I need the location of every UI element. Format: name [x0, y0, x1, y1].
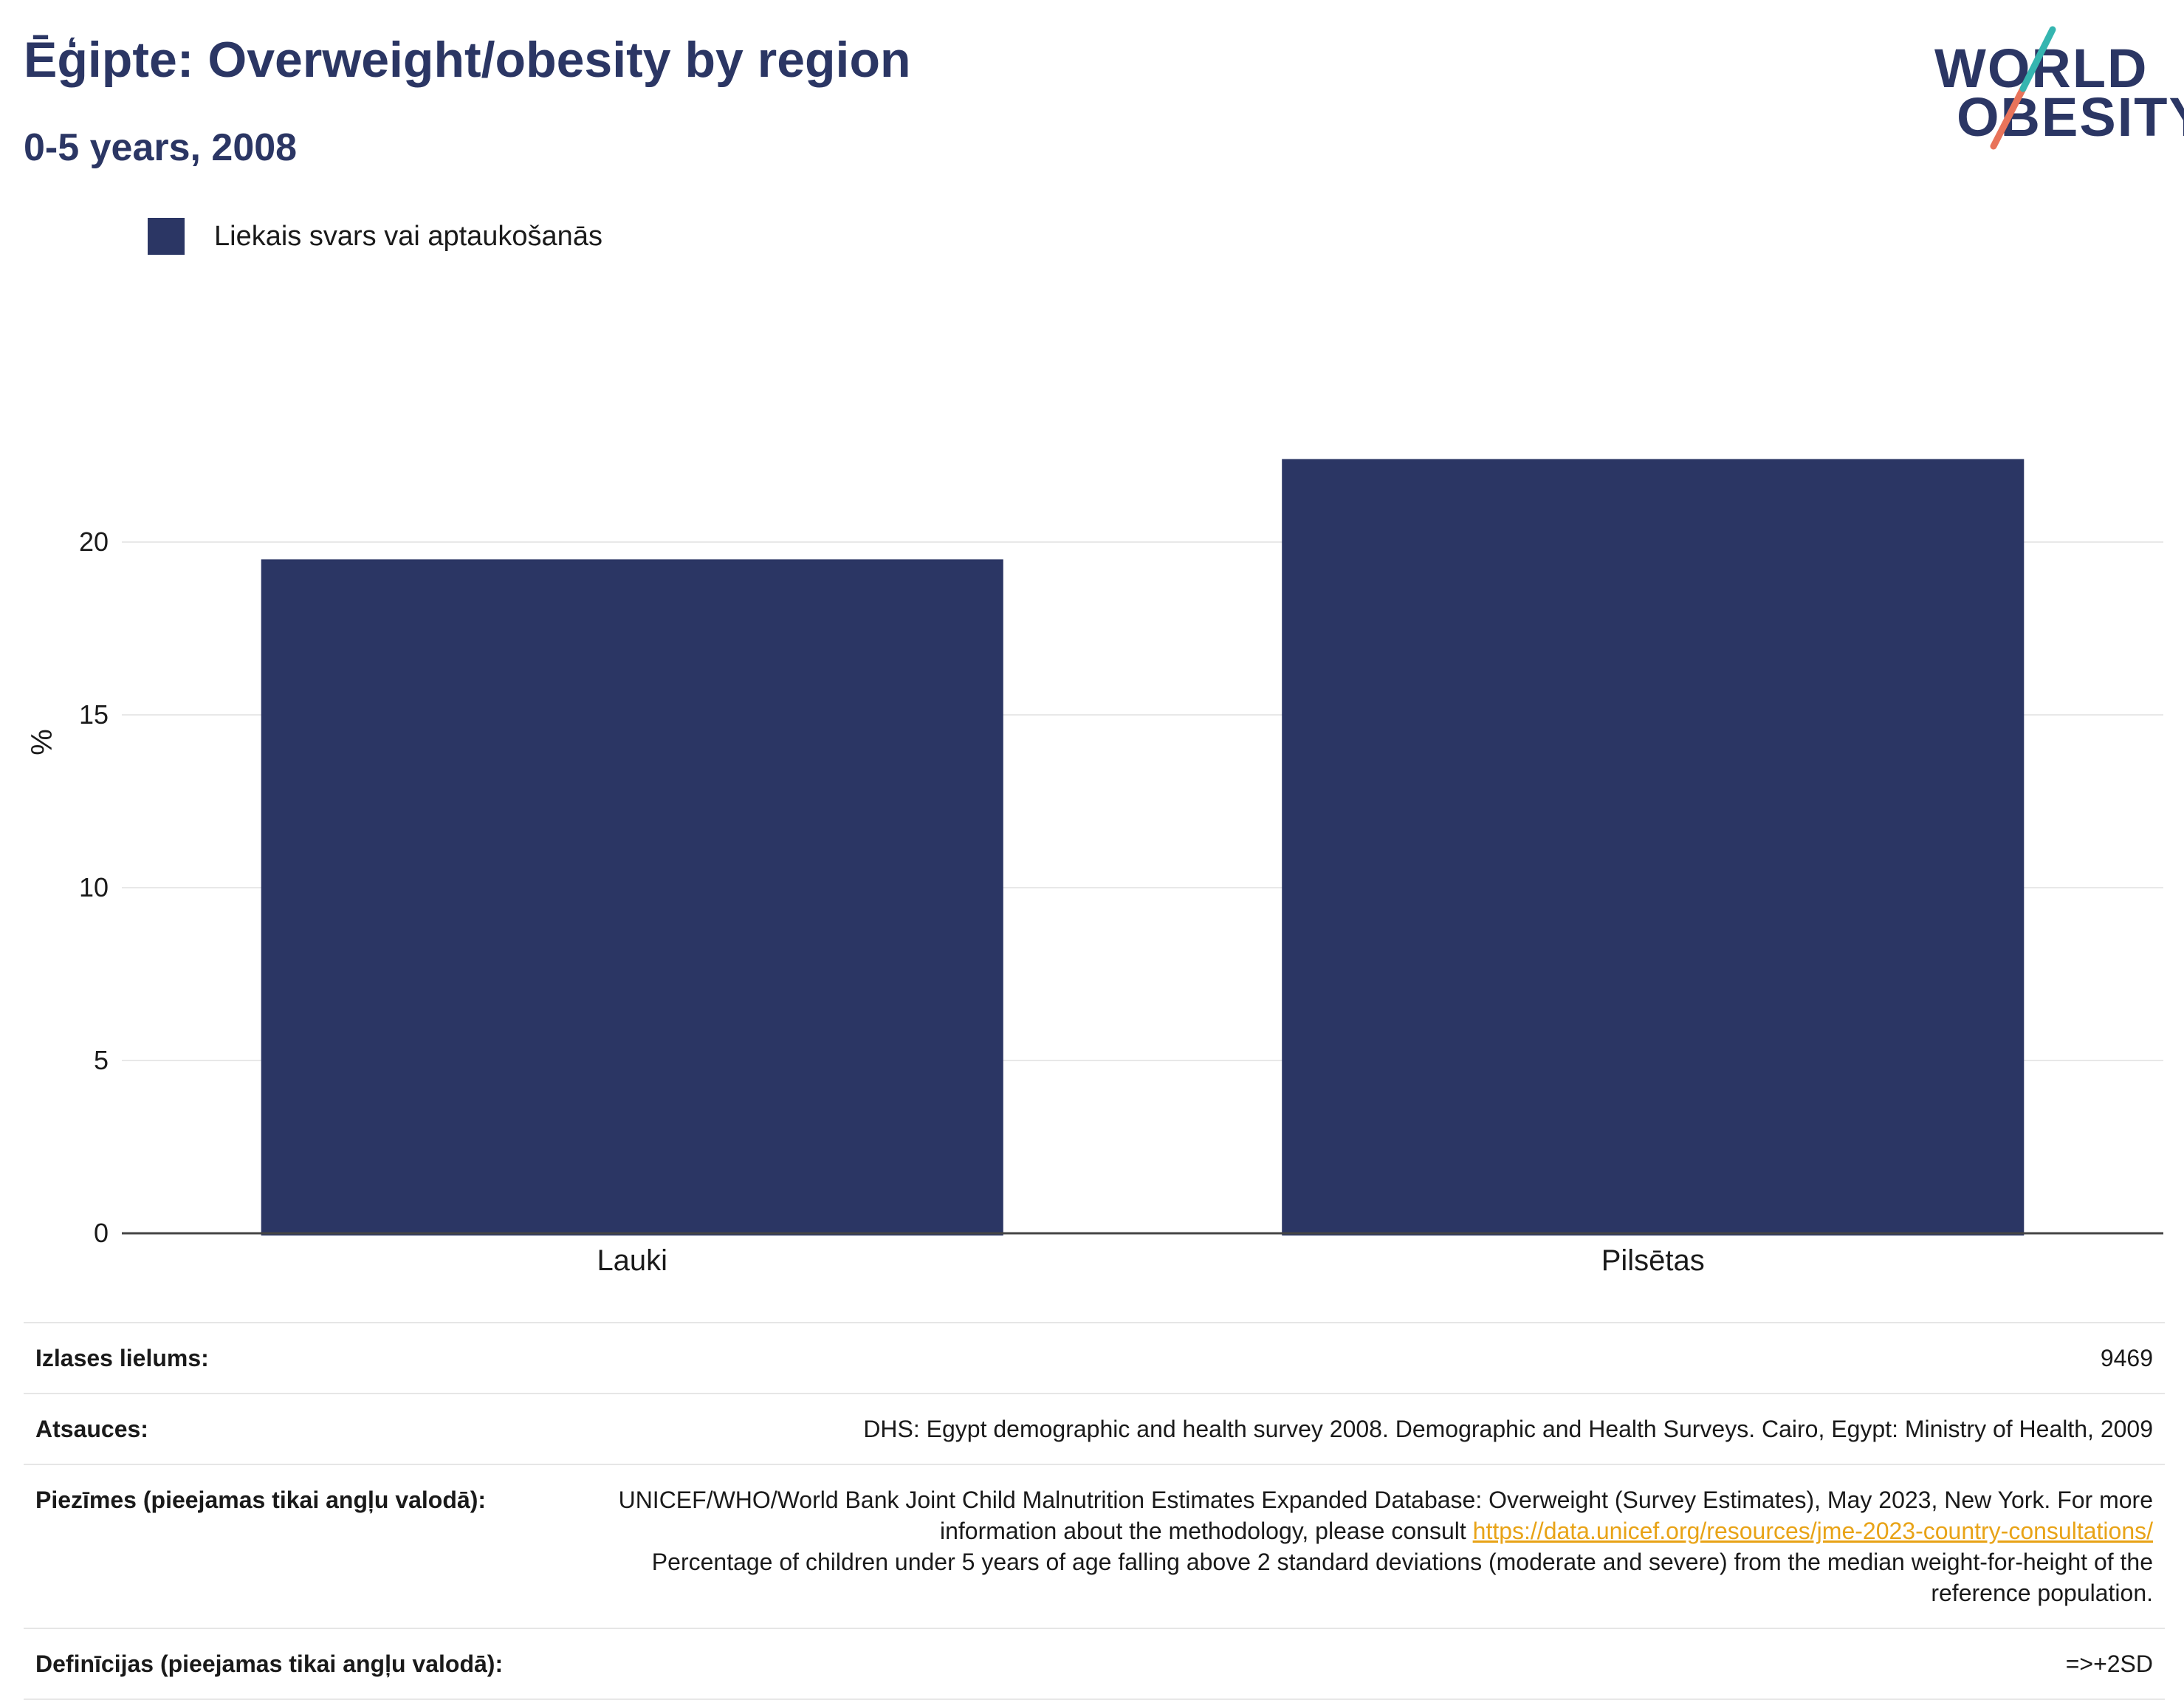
info-row-definitions: Definīcijas (pieejamas tikai angļu valod…	[24, 1628, 2165, 1700]
y-tick-label: 15	[79, 699, 109, 730]
logo-slash-icon	[1990, 26, 2056, 150]
definitions-value: =>+2SD	[2065, 1651, 2153, 1677]
notes-text: UNICEF/WHO/World Bank Joint Child Malnut…	[618, 1487, 2153, 1544]
notes-label: Piezīmes (pieejamas tikai angļu valodā):	[35, 1487, 486, 1513]
legend-label: Liekais svars vai aptaukošanās	[214, 220, 602, 252]
info-row-references: Atsauces: DHS: Egypt demographic and hea…	[24, 1393, 2165, 1464]
y-tick-label: 20	[79, 527, 109, 557]
notes-link[interactable]: https://data.unicef.org/resources/jme-20…	[1472, 1518, 2153, 1544]
world-obesity-logo: WORLD OBESITY	[1920, 22, 2184, 155]
info-row-notes: Piezīmes (pieejamas tikai angļu valodā):…	[24, 1464, 2165, 1628]
bar-chart: 0 5 10 15 20 Lauki Pilsētas%	[26, 459, 2163, 1277]
legend-swatch	[148, 218, 185, 255]
notes-value: UNICEF/WHO/World Bank Joint Child Malnut…	[574, 1484, 2153, 1608]
bar	[1282, 459, 2025, 1236]
notes-definition-text: Percentage of children under 5 years of …	[651, 1549, 2153, 1606]
info-row-sample-size: Izlases lielums: 9469	[24, 1322, 2165, 1393]
sample-size-value: 9469	[2100, 1345, 2153, 1371]
references-label: Atsauces:	[35, 1416, 148, 1442]
chart-subtitle: 0-5 years, 2008	[24, 126, 298, 169]
y-tick-label: 5	[94, 1045, 109, 1075]
legend: Liekais svars vai aptaukošanās	[148, 218, 602, 255]
y-tick-label: 10	[79, 872, 109, 902]
references-value: DHS: Egypt demographic and health survey…	[863, 1416, 2153, 1442]
x-tick-label: Pilsētas	[1601, 1244, 1705, 1277]
info-table: Izlases lielums: 9469 Atsauces: DHS: Egy…	[24, 1322, 2165, 1700]
y-tick-label: 0	[94, 1218, 109, 1248]
logo-text-obesity: OBESITY	[1957, 86, 2184, 148]
chart-title: Ēģipte: Overweight/obesity by region	[24, 32, 911, 88]
bar	[261, 559, 1003, 1235]
y-axis-label: %	[26, 729, 58, 755]
sample-size-label: Izlases lielums:	[35, 1345, 209, 1371]
x-tick-label: Lauki	[597, 1244, 667, 1277]
definitions-label: Definīcijas (pieejamas tikai angļu valod…	[35, 1651, 504, 1677]
